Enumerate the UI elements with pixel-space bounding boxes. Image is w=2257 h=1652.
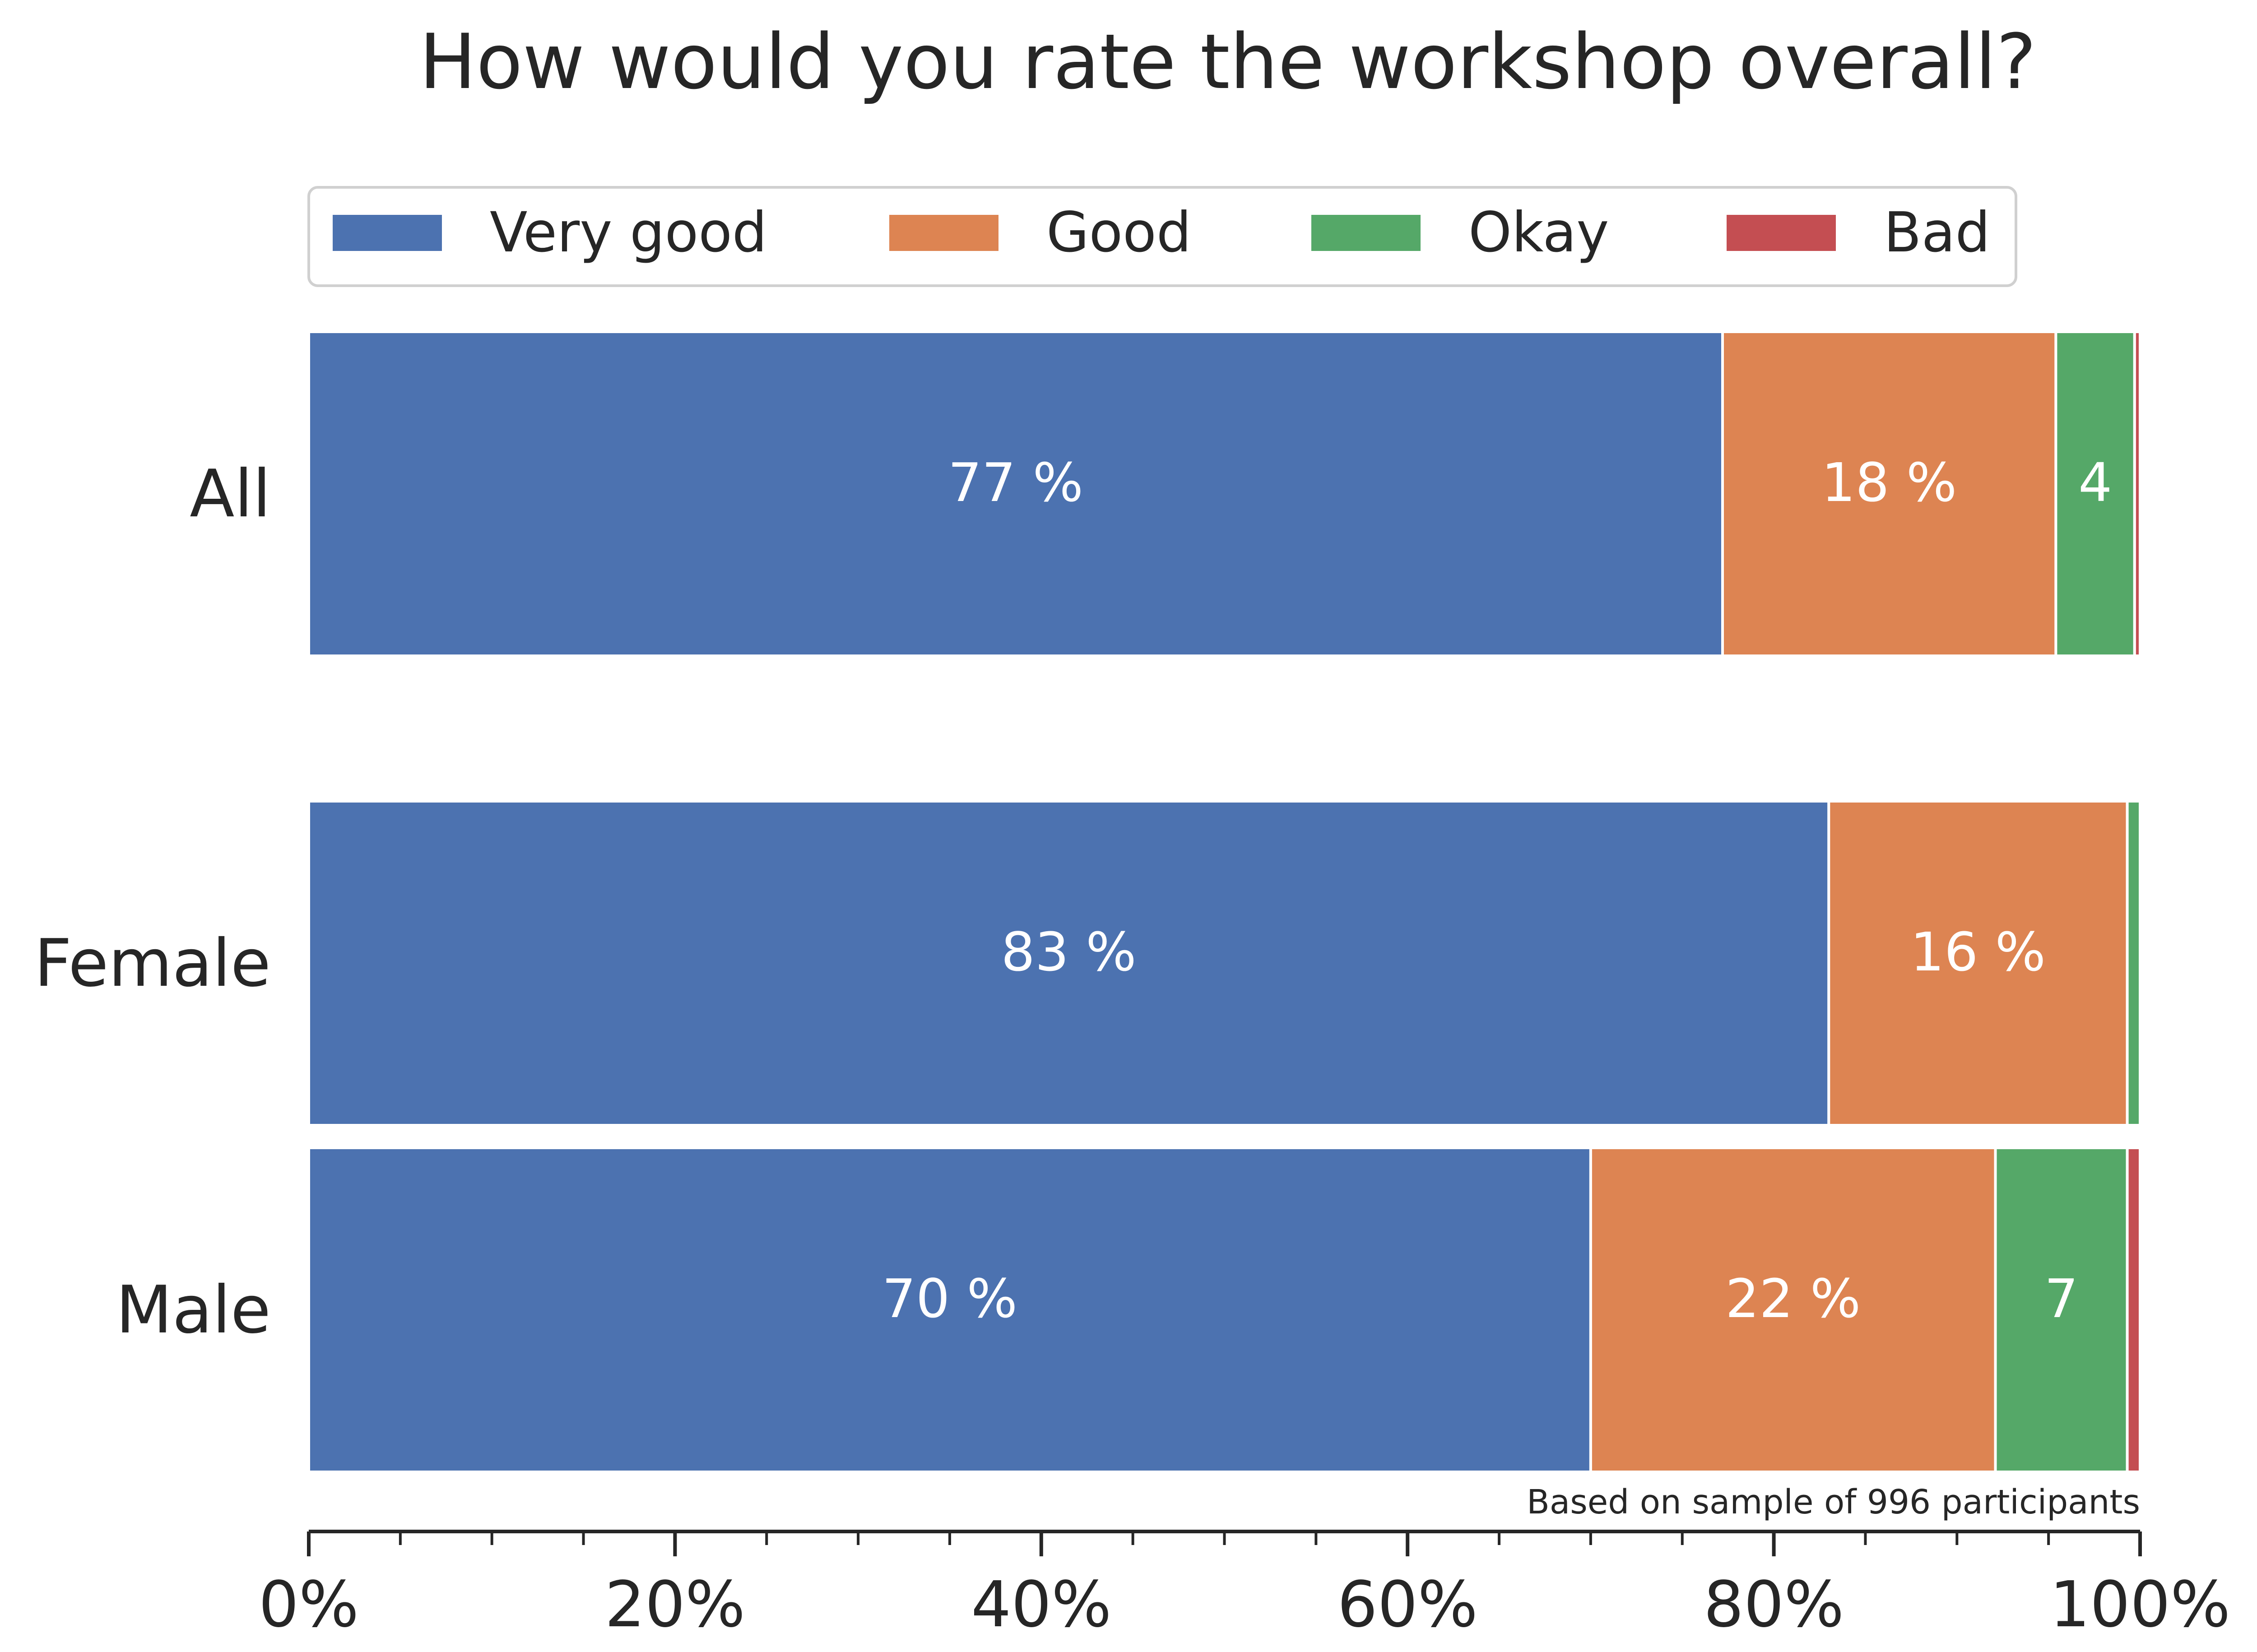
legend-swatch-very-good — [333, 215, 442, 251]
bar-female-good — [1827, 800, 2129, 1127]
bar-male-very-good — [307, 1146, 1592, 1473]
bar-female-very-good — [307, 800, 1830, 1127]
bar-male-bad — [2126, 1146, 2142, 1473]
legend-swatch-bad — [1727, 215, 1836, 251]
chart-title: How would you rate the workshop overall? — [419, 18, 2037, 106]
category-label-male: Male — [116, 1272, 271, 1348]
legend: Very good Good Okay Bad — [307, 186, 2017, 287]
bar-male-okay — [1994, 1146, 2129, 1473]
category-label-female: Female — [34, 925, 271, 1002]
sample-note: Based on sample of 996 participants — [1527, 1483, 2140, 1522]
x-tick-label: 0% — [259, 1568, 359, 1642]
legend-swatch-okay — [1311, 215, 1421, 251]
bar-all-bad — [2133, 330, 2142, 657]
bar-label-male-very-good: 70 % — [882, 1267, 1017, 1330]
bar-label-female-very-good: 83 % — [1001, 921, 1137, 983]
legend-label-bad: Bad — [1884, 200, 1990, 265]
legend-frame — [307, 186, 2017, 287]
category-labels: All Female Male — [34, 456, 271, 1348]
legend-label-very-good: Very good — [490, 200, 767, 265]
x-tick-label: 100% — [2050, 1568, 2230, 1642]
bar-all-very-good — [307, 330, 1724, 657]
x-tick-label: 80% — [1704, 1568, 1844, 1642]
bar-label-all-good: 18 % — [1821, 451, 1957, 514]
legend-label-okay: Okay — [1468, 200, 1609, 265]
bar-label-male-okay: 7 — [2044, 1267, 2078, 1330]
legend-items: Very good Good Okay Bad — [333, 200, 1990, 265]
legend-swatch-good — [889, 215, 998, 251]
x-axis: 0% 20% 40% 60% 80% 100% — [259, 1530, 2230, 1642]
bar-male-good — [1589, 1146, 1997, 1473]
bar-label-female-good: 16 % — [1910, 921, 2046, 983]
bar-labels: 77 % 18 % 4 83 % 16 % 70 % 22 % 7 — [882, 451, 2112, 1330]
bar-female-okay — [2126, 800, 2142, 1127]
bars — [307, 330, 2142, 1473]
x-tick-label: 60% — [1337, 1568, 1478, 1642]
legend-label-good: Good — [1046, 200, 1191, 265]
bar-label-male-good: 22 % — [1725, 1267, 1861, 1330]
bar-label-all-okay: 4 — [2078, 451, 2112, 514]
category-label-all: All — [190, 456, 271, 532]
x-tick-label: 20% — [605, 1568, 745, 1642]
bar-all-okay — [2054, 330, 2136, 657]
x-tick-label: 40% — [971, 1568, 1111, 1642]
bar-label-all-very-good: 77 % — [948, 451, 1083, 514]
